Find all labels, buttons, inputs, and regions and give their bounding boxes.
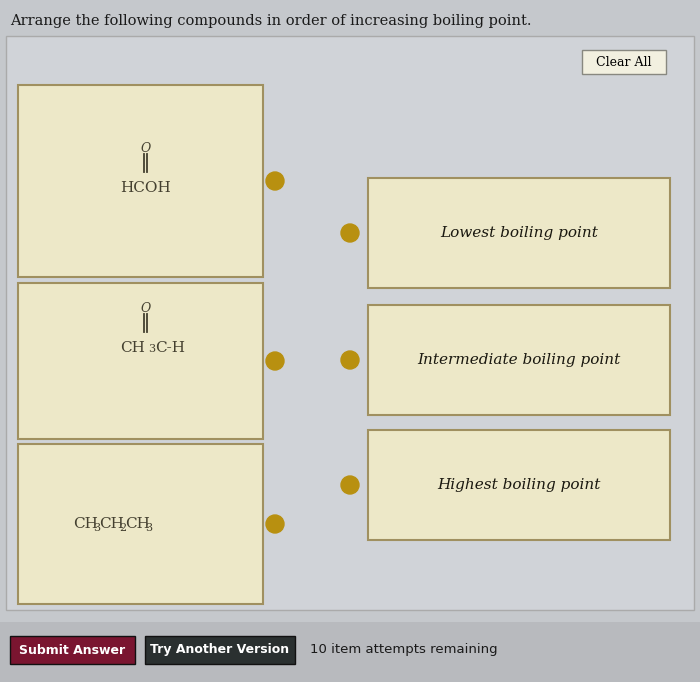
- Text: CH: CH: [125, 517, 150, 531]
- Text: 3: 3: [93, 523, 100, 533]
- FancyBboxPatch shape: [18, 283, 263, 439]
- Text: CH: CH: [99, 517, 124, 531]
- Text: Submit Answer: Submit Answer: [20, 644, 125, 657]
- Circle shape: [341, 224, 359, 242]
- FancyBboxPatch shape: [18, 444, 263, 604]
- FancyBboxPatch shape: [6, 36, 694, 610]
- FancyBboxPatch shape: [145, 636, 295, 664]
- Text: C-H: C-H: [155, 341, 186, 355]
- FancyBboxPatch shape: [368, 305, 670, 415]
- Text: Highest boiling point: Highest boiling point: [438, 478, 601, 492]
- FancyBboxPatch shape: [10, 636, 135, 664]
- Text: Arrange the following compounds in order of increasing boiling point.: Arrange the following compounds in order…: [10, 14, 531, 28]
- FancyBboxPatch shape: [0, 622, 700, 682]
- Text: HCOH: HCOH: [120, 181, 171, 195]
- Text: Intermediate boiling point: Intermediate boiling point: [417, 353, 621, 367]
- Circle shape: [266, 515, 284, 533]
- Text: 3: 3: [145, 523, 152, 533]
- FancyBboxPatch shape: [368, 178, 670, 288]
- Text: Clear All: Clear All: [596, 55, 652, 68]
- Text: CH: CH: [120, 341, 146, 355]
- Text: Lowest boiling point: Lowest boiling point: [440, 226, 598, 240]
- Text: O: O: [140, 301, 150, 314]
- Text: CH: CH: [73, 517, 98, 531]
- FancyBboxPatch shape: [18, 85, 263, 277]
- Circle shape: [341, 351, 359, 369]
- FancyBboxPatch shape: [582, 50, 666, 74]
- Circle shape: [266, 172, 284, 190]
- Text: Try Another Version: Try Another Version: [150, 644, 290, 657]
- Text: 2: 2: [119, 523, 126, 533]
- Text: O: O: [140, 141, 150, 155]
- FancyBboxPatch shape: [368, 430, 670, 540]
- Text: 3: 3: [148, 344, 155, 354]
- Text: 10 item attempts remaining: 10 item attempts remaining: [310, 644, 498, 657]
- Circle shape: [341, 476, 359, 494]
- Circle shape: [266, 352, 284, 370]
